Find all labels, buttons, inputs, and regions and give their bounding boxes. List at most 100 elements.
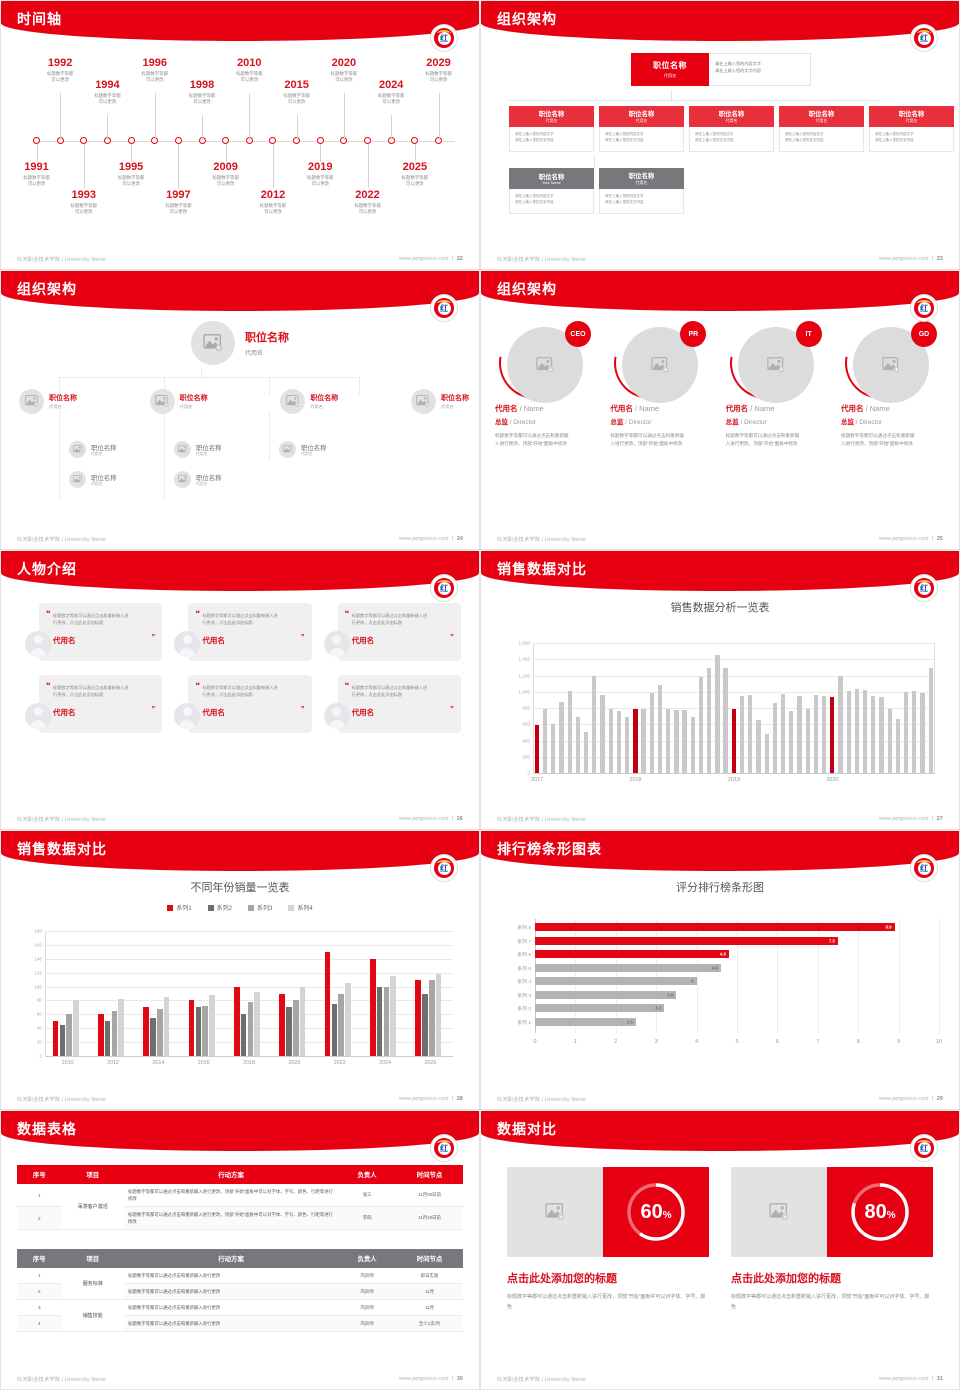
timeline-item[interactable]: 2025 标题数字等都 可以更改: [383, 161, 447, 188]
chart-bar[interactable]: [633, 708, 638, 773]
chart-bar[interactable]: [415, 979, 421, 1056]
person-card[interactable]: ❝ 标题数字等都可以通过点击和重新输入进行更改，点击此处添加标题 ❞ 代用名: [25, 603, 163, 661]
timeline-dot[interactable]: [127, 137, 135, 144]
chart-legend-item[interactable]: 系列3: [248, 903, 272, 912]
chart-bar[interactable]: [390, 976, 396, 1056]
avatar[interactable]: [174, 703, 201, 729]
chart-bar[interactable]: [376, 986, 383, 1056]
chart-bar[interactable]: [739, 695, 745, 773]
table-row[interactable]: 2 标题数字等都可以通过点击和重新输入进行更改 内训师 11月: [17, 1283, 463, 1301]
chart-bar[interactable]: [674, 709, 679, 773]
org-card[interactable]: 职位名称 代用名 请在上输入您的内容文字 请在上输入您的文字内容: [869, 106, 954, 152]
chart-bar-row[interactable]: 系列 3 3.5: [517, 990, 677, 999]
ceo-person[interactable]: CEO 代用名 / Name 总监 / Director 标题数字等都可以通过点击和重…: [484, 312, 599, 448]
chart-bar-row[interactable]: 系列 4 4: [517, 977, 697, 985]
org-photo-leaf[interactable]: 职位名称 代用名: [279, 441, 327, 458]
chart-bar[interactable]: [209, 994, 215, 1056]
avatar[interactable]: [25, 631, 51, 657]
chart-bar[interactable]: [428, 979, 435, 1056]
chart-bar[interactable]: [338, 993, 344, 1056]
chart-bar[interactable]: [838, 676, 843, 773]
table-row[interactable]: 1 服务标准 标题数字等都可以通过点击和重新输入进行更改 内训师 即日实施: [17, 1268, 463, 1301]
timeline-item[interactable]: 2010 标题数字等都 可以更改: [217, 57, 281, 84]
chart-bar[interactable]: [862, 690, 868, 773]
chart-bar[interactable]: [240, 1014, 247, 1056]
chart-bar[interactable]: [370, 958, 376, 1056]
chart-bar[interactable]: [625, 716, 630, 773]
org-photo-node[interactable]: 职位名称 代用名: [410, 389, 469, 414]
chart-bar-row[interactable]: 系列 8 8.9: [517, 923, 895, 931]
photo-placeholder-icon[interactable]: [410, 389, 436, 414]
chart-bar[interactable]: 2.5: [535, 1017, 636, 1026]
chart-bar[interactable]: [104, 1021, 111, 1056]
org-photo-leaf[interactable]: 职位名称 代用名: [69, 471, 117, 488]
org-card[interactable]: 职位名称 代用名 请在上输入您的内容文字 请在上输入您的文字内容: [599, 168, 684, 214]
chart-bar-row[interactable]: 系列 7 7.5: [517, 936, 838, 945]
chart-bar[interactable]: [254, 992, 260, 1056]
chart-bar[interactable]: [608, 708, 613, 773]
timeline-dot[interactable]: [80, 137, 88, 144]
chart-bar[interactable]: [879, 696, 884, 773]
chart-bar[interactable]: [698, 677, 704, 773]
timeline-item[interactable]: 1994 标题数字等都 可以更改: [75, 79, 139, 106]
chart-bar[interactable]: [292, 1000, 299, 1056]
timeline-item[interactable]: 1991 标题数字等都 可以更改: [5, 161, 69, 188]
chart-bar[interactable]: [789, 711, 794, 773]
chart-bar[interactable]: [928, 668, 933, 773]
chart-bar[interactable]: [234, 986, 240, 1056]
chart-bar[interactable]: [895, 718, 901, 773]
chart-bar[interactable]: [641, 708, 646, 773]
chart-bar[interactable]: [422, 993, 428, 1056]
timeline-dot[interactable]: [364, 137, 372, 144]
ceo-person[interactable]: IT 代用名 / Name 总监 / Director 标题数字等都可以通过点击和重新…: [715, 312, 830, 448]
chart-bar[interactable]: [575, 716, 581, 773]
chart-bar[interactable]: [920, 692, 925, 773]
chart-bar[interactable]: [324, 951, 331, 1056]
timeline-item[interactable]: 2020 标题数字等都 可以更改: [312, 57, 376, 84]
timeline-item[interactable]: 1997 标题数字等都 可以更改: [146, 189, 210, 216]
chart-bar[interactable]: [764, 734, 769, 773]
timeline-item[interactable]: 2012 标题数字等都 可以更改: [241, 189, 305, 216]
chart-bar-row[interactable]: 系列 2 3.2: [517, 1004, 665, 1012]
chart-legend-item[interactable]: 系列4: [288, 903, 313, 912]
chart-bar[interactable]: [543, 708, 548, 773]
timeline-dot[interactable]: [33, 137, 40, 144]
chart-bar[interactable]: [707, 668, 712, 773]
timeline-item[interactable]: 1995 标题数字等都 可以更改: [99, 161, 163, 188]
org-photo-root[interactable]: 职位名称 代用名: [1, 321, 479, 365]
chart-bar[interactable]: 3.5: [535, 990, 677, 999]
person-card[interactable]: ❝ 标题数字等都可以通过点击和重新输入进行更改，点击此处添加标题 ❞ 代用名: [174, 675, 312, 733]
chart-bar[interactable]: [616, 711, 622, 773]
chart-bar[interactable]: 8.9: [535, 923, 895, 931]
chart-bar[interactable]: [584, 732, 589, 773]
org-card[interactable]: 职位名称 代用名 请在上输入您的内容文字 请在上输入您的文字内容: [689, 106, 774, 152]
chart-bar[interactable]: [780, 694, 786, 773]
chart-bar[interactable]: [331, 1003, 338, 1056]
org-card[interactable]: 职位名称 代用名 请在上输入您的内容文字 请在上输入您的文字内容: [509, 106, 594, 152]
chart-bar[interactable]: [772, 703, 777, 773]
chart-bar[interactable]: 4.8: [535, 950, 729, 958]
org-photo-leaf[interactable]: 职位名称 代用名: [69, 441, 117, 458]
photo-placeholder-icon[interactable]: [69, 471, 86, 488]
chart-bar[interactable]: [846, 690, 851, 773]
org-photo-leaf[interactable]: 职位名称 代用名: [174, 471, 222, 488]
photo-placeholder-icon[interactable]: [279, 441, 296, 458]
timeline-item[interactable]: 2022 标题数字等都 可以更改: [336, 189, 400, 216]
chart-bar[interactable]: [690, 716, 695, 773]
chart-bar[interactable]: [111, 1010, 118, 1056]
chart-bar[interactable]: [195, 1007, 202, 1056]
chart-bar[interactable]: [59, 1024, 66, 1056]
org-photo-node[interactable]: 职位名称 代用名: [149, 389, 208, 414]
org-card[interactable]: 职位名称 Your Name 请在上输入您的内容文字 请在上输入您的文字内容: [509, 168, 594, 214]
chart-bar[interactable]: [345, 983, 351, 1056]
chart-bar[interactable]: [756, 720, 761, 773]
chart-legend-item[interactable]: 系列2: [207, 903, 232, 912]
timeline-item[interactable]: 1992 标题数字等都 可以更改: [28, 57, 92, 84]
timeline-item[interactable]: 1996 标题数字等都 可以更改: [123, 57, 187, 84]
timeline-item[interactable]: 2024 标题数字等都 可以更改: [359, 79, 423, 106]
photo-placeholder-icon[interactable]: [174, 471, 191, 488]
org-top-node[interactable]: 职位名称 代用名 请在上输入您的内容文字 请在上输入您的文字内容: [631, 53, 811, 86]
chart-bar[interactable]: [887, 708, 892, 773]
photo-placeholder-icon[interactable]: [731, 1167, 828, 1257]
chart-bar[interactable]: [551, 724, 556, 773]
